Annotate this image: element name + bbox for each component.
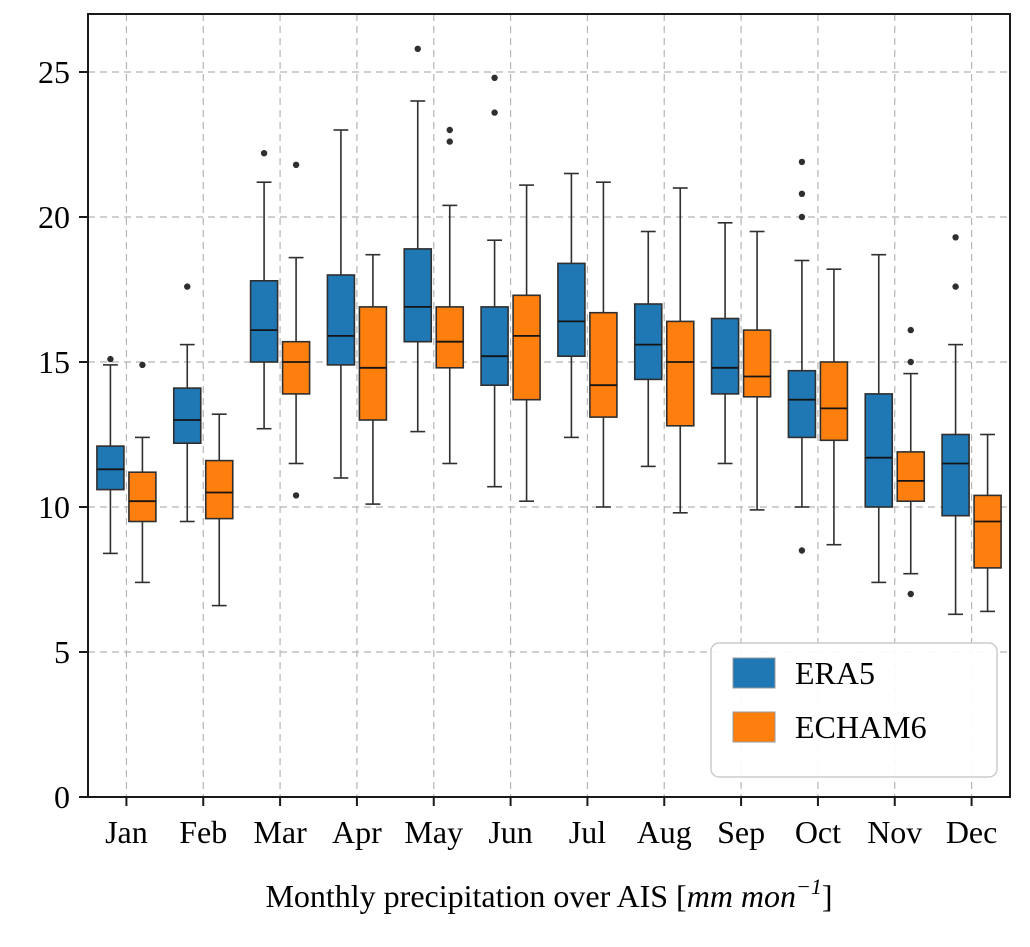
outlier-point — [907, 326, 914, 334]
outlier-point — [139, 361, 146, 369]
outlier-point — [798, 213, 806, 221]
box-echam6-nov — [896, 326, 926, 598]
outlier-point — [184, 283, 191, 290]
y-tick-label: 20 — [38, 199, 70, 235]
box-echam6-jun — [512, 184, 541, 503]
box-echam6-apr — [358, 253, 388, 505]
outlier-point — [798, 158, 806, 166]
outlier-point — [798, 547, 806, 554]
x-axis: Jan Feb Mar Apr May Jun Jul Aug Sep Oct Nov Dec — [105, 797, 997, 850]
box-era5-jul — [557, 172, 586, 439]
x-tick-label: Sep — [717, 814, 765, 850]
box-echam6-jul — [589, 181, 618, 508]
x-tick-label: Dec — [946, 814, 998, 850]
y-tick-label: 0 — [54, 779, 70, 815]
box-echam6-oct — [819, 268, 849, 546]
outlier-point — [446, 126, 453, 134]
x-tick-label: May — [404, 814, 463, 850]
x-tick-label: Nov — [867, 814, 922, 850]
outlier-point — [292, 161, 300, 168]
outlier-point — [952, 283, 959, 290]
x-axis-title: Monthly precipitation over AIS [mm mon−1… — [265, 874, 832, 914]
box-era5-nov — [864, 253, 894, 584]
box-echam6-jan — [128, 361, 157, 584]
outlier-point — [798, 190, 806, 197]
box-era5-may — [403, 45, 433, 433]
legend-label-echam6: ECHAM6 — [795, 709, 927, 745]
y-tick-label: 10 — [38, 489, 70, 525]
x-tick-label: Apr — [332, 814, 382, 850]
box-era5-jan — [96, 355, 125, 555]
box-echam6-dec — [973, 433, 1002, 613]
box-era5-mar — [249, 150, 279, 430]
y-axis: 0 5 10 15 20 25 — [38, 54, 88, 815]
outlier-point — [952, 234, 959, 241]
outlier-point — [107, 355, 114, 363]
box-era5-jun — [480, 74, 509, 488]
outlier-point — [446, 138, 453, 145]
x-tick-label: Jun — [488, 814, 532, 850]
x-tick-label: Jan — [105, 814, 148, 850]
x-tick-label: Feb — [179, 814, 227, 850]
series-echam6 — [128, 126, 1002, 613]
y-tick-label: 25 — [38, 54, 70, 90]
box-echam6-feb — [204, 413, 234, 607]
outlier-point — [491, 109, 498, 116]
x-tick-label: Oct — [795, 814, 841, 850]
outlier-point — [292, 492, 300, 499]
box-era5-feb — [172, 283, 202, 523]
outlier-point — [414, 45, 421, 52]
box-echam6-aug — [665, 187, 695, 514]
box-era5-dec — [941, 234, 970, 616]
y-tick-label: 5 — [54, 634, 70, 670]
y-tick-label: 15 — [38, 344, 70, 380]
box-era5-sep — [710, 222, 740, 465]
legend-label-era5: ERA5 — [795, 655, 875, 691]
series-era5 — [96, 45, 970, 616]
outlier-point — [491, 74, 498, 82]
outlier-point — [260, 150, 268, 157]
legend-swatch-era5 — [732, 657, 776, 689]
x-tick-label: Mar — [253, 814, 307, 850]
box-era5-apr — [326, 129, 356, 479]
legend: ERA5 ECHAM6 — [710, 642, 998, 778]
x-tick-label: Aug — [637, 814, 692, 850]
box-echam6-mar — [281, 161, 311, 499]
plot-border — [87, 13, 1011, 798]
outlier-point — [907, 590, 914, 598]
box-era5-aug — [633, 230, 663, 468]
box-echam6-sep — [742, 230, 772, 511]
outlier-point — [907, 358, 914, 366]
x-tick-label: Jul — [569, 814, 606, 850]
box-echam6-may — [435, 126, 465, 465]
box-era5-oct — [787, 158, 817, 554]
legend-swatch-echam6 — [732, 711, 776, 743]
